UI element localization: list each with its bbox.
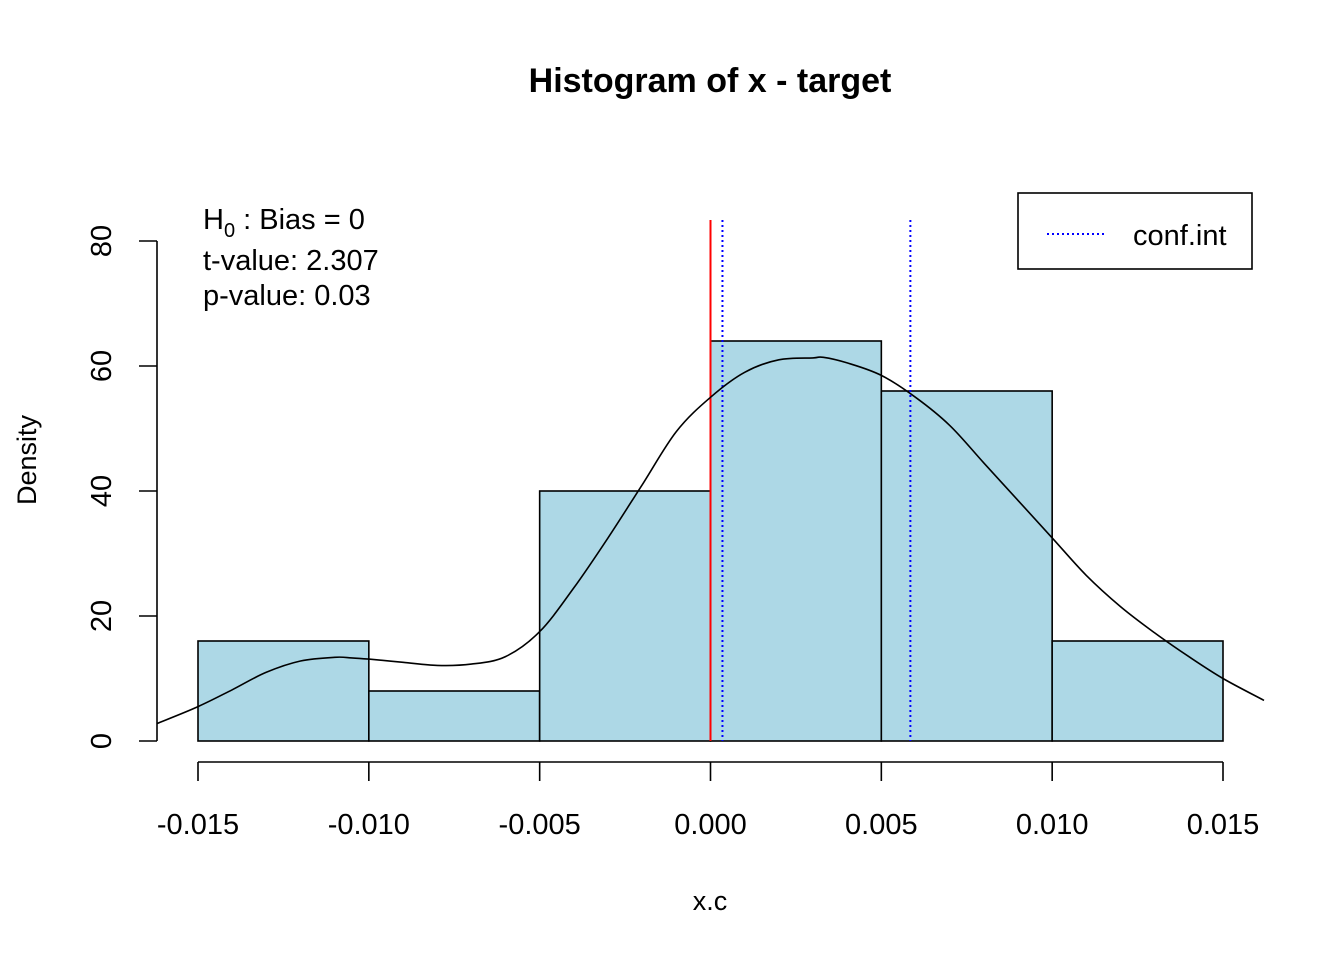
legend: conf.int (1017, 192, 1253, 270)
histogram-bar-1 (368, 690, 541, 742)
density-curve (156, 356, 1265, 725)
h0-hypothesis-text: H0 : Bias = 0 (203, 204, 365, 242)
test-annotation: H0 : Bias = 0 t-value: 2.307 p-value: 0.… (203, 204, 379, 312)
histogram-bar-3 (709, 340, 883, 742)
t-value-text: t-value: 2.307 (203, 245, 379, 277)
legend-conf-int-label: conf.int (1133, 220, 1227, 252)
y-tick-label: 40 (86, 475, 118, 507)
x-tick-label: 0.005 (845, 809, 918, 841)
histogram-bar-5 (1051, 640, 1224, 742)
histogram-bar-0 (197, 640, 370, 742)
chart-title: Histogram of x - target (529, 62, 892, 100)
y-tick-label: 20 (86, 600, 118, 632)
y-tick-label: 80 (86, 225, 118, 257)
histogram-bar-2 (538, 490, 712, 742)
y-axis-label: Density (12, 414, 42, 505)
x-tick-label: 0.015 (1187, 809, 1260, 841)
x-tick-label: -0.005 (499, 809, 581, 841)
x-axis-label: x.c (693, 886, 728, 916)
x-tick-label: 0.000 (674, 809, 747, 841)
histogram-bars (197, 340, 1224, 742)
legend-box (1017, 192, 1253, 270)
x-axis: -0.015 -0.010 -0.005 0.000 0.005 0.010 0.015 (157, 761, 1260, 841)
y-tick-label: 60 (86, 350, 118, 382)
x-tick-label: -0.010 (328, 809, 410, 841)
p-value-text: p-value: 0.03 (203, 280, 371, 312)
x-tick-label: -0.015 (157, 809, 239, 841)
y-axis: 0 20 40 60 80 (86, 225, 158, 749)
reference-lines (709, 220, 912, 741)
x-tick-label: 0.010 (1016, 809, 1089, 841)
y-tick-label: 0 (86, 733, 118, 749)
